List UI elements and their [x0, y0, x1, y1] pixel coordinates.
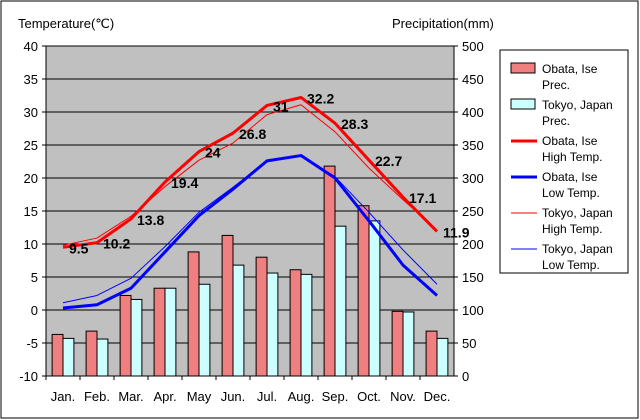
legend-tokyo-low-label: Tokyo, Japan	[542, 242, 613, 256]
tokyo-precip-bar	[130, 298, 143, 377]
x-tick-label: Jul.	[257, 389, 277, 404]
x-tick-label: Nov.	[390, 389, 416, 404]
left-tick-label: 35	[24, 72, 38, 87]
obata-precip-bar	[391, 310, 404, 377]
legend-tokyo-low-label: Low Temp.	[542, 258, 600, 272]
right-tick-label: 350	[462, 138, 484, 153]
left-tick-label: 40	[24, 39, 38, 54]
right-tick-label: 100	[462, 303, 484, 318]
left-tick-label: -5	[26, 336, 38, 351]
obata-high-temp-label: 9.5	[69, 240, 89, 256]
precipitation-bars	[51, 165, 449, 377]
legend-tokyo-precip-swatch	[510, 98, 536, 110]
tokyo-precip-bar	[300, 273, 313, 377]
legend-obata-high-label: Obata, Ise	[542, 134, 598, 148]
left-tick-label: 10	[24, 237, 38, 252]
obata-precip-bar	[153, 287, 166, 377]
tokyo-precip-bar	[62, 337, 75, 377]
tokyo-precip-bar	[232, 264, 245, 377]
legend: Obata, Ise Prec. Tokyo, Japan Prec. Obata, I…	[510, 62, 613, 272]
right-tick-label: 250	[462, 204, 484, 219]
left-tick-label: 25	[24, 138, 38, 153]
right-tick-label: 0	[462, 369, 469, 384]
legend-obata-low-label: Low Temp.	[542, 186, 600, 200]
obata-precip-bar	[51, 333, 64, 377]
data-labels: 9.5 10.2 13.8 19.4 24 26.8 31 32.2 28.3 22.7 17.1 1…	[69, 90, 470, 256]
left-axis-title: Temperature(℃)	[18, 16, 114, 31]
right-tick-label: 400	[462, 105, 484, 120]
x-tick-label: Sep.	[322, 389, 349, 404]
legend-obata-precip-label: Prec.	[542, 78, 570, 92]
x-tick-label: Jan.	[51, 389, 76, 404]
obata-precip-bar	[357, 205, 370, 377]
obata-precip-bar	[85, 330, 98, 377]
x-tick-label: Apr.	[153, 389, 176, 404]
x-tick-label: Feb.	[84, 389, 110, 404]
right-tick-label: 500	[462, 39, 484, 54]
tokyo-precip-bar	[96, 338, 109, 377]
left-tick-label: 5	[31, 270, 38, 285]
tokyo-precip-bar	[368, 220, 381, 377]
legend-obata-high-label: High Temp.	[542, 150, 602, 164]
legend-obata-precip-swatch	[510, 62, 536, 74]
obata-high-temp-label: 22.7	[375, 153, 402, 169]
left-axis-ticks: 40 35 30 25 20 15 10 5 0 -5 -10	[19, 39, 46, 384]
left-tick-label: 20	[24, 171, 38, 186]
obata-precip-bar	[289, 269, 302, 377]
obata-high-temp-label: 32.2	[307, 90, 334, 106]
tokyo-precip-bar	[164, 287, 177, 377]
legend-obata-precip-label: Obata, Ise	[542, 62, 598, 76]
tokyo-high-temp-line	[62, 104, 438, 246]
left-tick-label: 30	[24, 105, 38, 120]
legend-tokyo-high-label: High Temp.	[542, 222, 602, 236]
x-tick-label: Jun.	[221, 389, 246, 404]
right-tick-label: 200	[462, 237, 484, 252]
x-tick-label: Oct.	[357, 389, 381, 404]
obata-high-temp-label: 28.3	[341, 116, 368, 132]
temperature-lines	[62, 95, 439, 310]
x-axis-ticks: Jan. Feb. Mar. Apr. May Jun. Jul. Aug. Sep. Oct. N…	[45, 376, 451, 404]
obata-high-temp-line	[62, 95, 439, 249]
obata-precip-bar	[323, 165, 336, 377]
legend-obata-low-label: Obata, Ise	[542, 170, 598, 184]
legend-box	[499, 49, 629, 274]
tokyo-precip-bar	[334, 225, 347, 377]
left-tick-label: 15	[24, 204, 38, 219]
obata-low-temp-line	[62, 154, 438, 310]
tokyo-precip-bar	[198, 283, 211, 377]
right-tick-label: 450	[462, 72, 484, 87]
obata-precip-bar	[119, 294, 132, 377]
obata-high-temp-label: 11.9	[443, 224, 470, 240]
right-tick-label: 50	[462, 336, 476, 351]
obata-precip-bar	[221, 234, 234, 377]
left-tick-label: -10	[19, 369, 38, 384]
obata-high-temp-label: 13.8	[137, 212, 164, 228]
obata-high-temp-label: 10.2	[103, 236, 130, 252]
x-tick-label: Aug.	[288, 389, 315, 404]
obata-high-temp-label: 17.1	[409, 190, 436, 206]
tokyo-precip-bar	[402, 311, 415, 377]
right-axis-title: Precipitation(mm)	[392, 16, 494, 31]
legend-tokyo-precip-label: Tokyo, Japan	[542, 98, 613, 112]
legend-tokyo-high-label: Tokyo, Japan	[542, 206, 613, 220]
legend-tokyo-precip-label: Prec.	[542, 114, 570, 128]
x-tick-label: Dec.	[424, 389, 451, 404]
obata-high-temp-label: 26.8	[239, 126, 266, 142]
obata-high-temp-label: 24	[205, 145, 221, 161]
x-tick-label: May	[187, 389, 212, 404]
right-tick-label: 300	[462, 171, 484, 186]
obata-precip-bar	[187, 251, 200, 377]
tokyo-precip-bar	[266, 272, 279, 377]
obata-high-temp-label: 31	[273, 98, 289, 114]
left-tick-label: 0	[31, 303, 38, 318]
obata-precip-bar	[425, 330, 438, 377]
tokyo-precip-bar	[436, 337, 449, 377]
right-tick-label: 150	[462, 270, 484, 285]
obata-precip-bar	[255, 256, 268, 377]
x-tick-label: Mar.	[118, 389, 143, 404]
obata-high-temp-label: 19.4	[171, 175, 198, 191]
